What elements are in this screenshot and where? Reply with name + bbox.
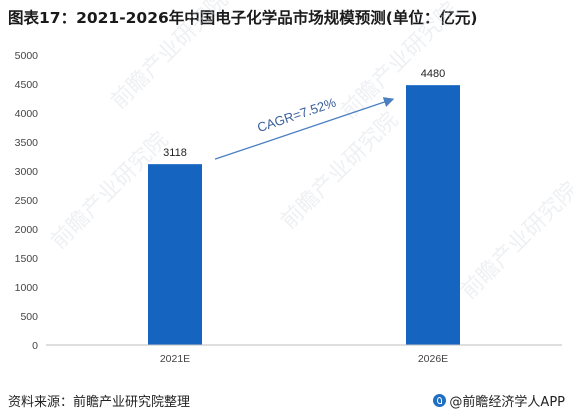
y-tick-label: 3000 [15,166,39,178]
y-tick-label: 2000 [15,224,39,236]
x-tick-label: 2021E [160,353,190,365]
bars: 3118 4480 [148,68,460,345]
y-tick-label: 4500 [15,79,39,91]
bar-2026E [406,85,460,345]
y-tick-label: 5000 [15,50,39,62]
brand-footer: @前瞻经济学人APP [433,391,565,410]
chart-title: 图表17：2021-2026年中国电子化学品市场规模预测(单位：亿元) [8,9,478,27]
y-tick-label: 500 [20,311,38,323]
x-axis: 2021E 2026E [160,353,448,365]
brand-label: @前瞻经济学人APP [449,395,565,410]
y-tick-label: 4000 [15,108,39,120]
source-note: 资料来源：前瞻产业研究院整理 [8,395,191,410]
y-axis: 0 500 1000 1500 2000 2500 3000 3500 4000 4500 5000 [15,50,39,352]
data-label: 3118 [163,147,187,159]
y-tick-label: 1500 [15,253,39,265]
y-tick-label: 3500 [15,137,39,149]
watermark-text: 前瞻产业研究院 [457,178,573,305]
qianzhan-logo-icon [433,394,447,407]
y-tick-label: 2500 [15,195,39,207]
bar-2021E [148,164,202,345]
x-tick-label: 2026E [418,353,448,365]
cagr-annotation: CAGR=7.52% [255,95,338,136]
watermark-text: 前瞻产业研究院 [107,0,234,114]
watermark-text: 前瞻产业研究院 [277,108,404,235]
y-tick-label: 1000 [15,282,39,294]
data-label: 4480 [421,68,445,80]
cagr-arrow [214,97,395,160]
y-tick-label: 0 [32,340,38,352]
